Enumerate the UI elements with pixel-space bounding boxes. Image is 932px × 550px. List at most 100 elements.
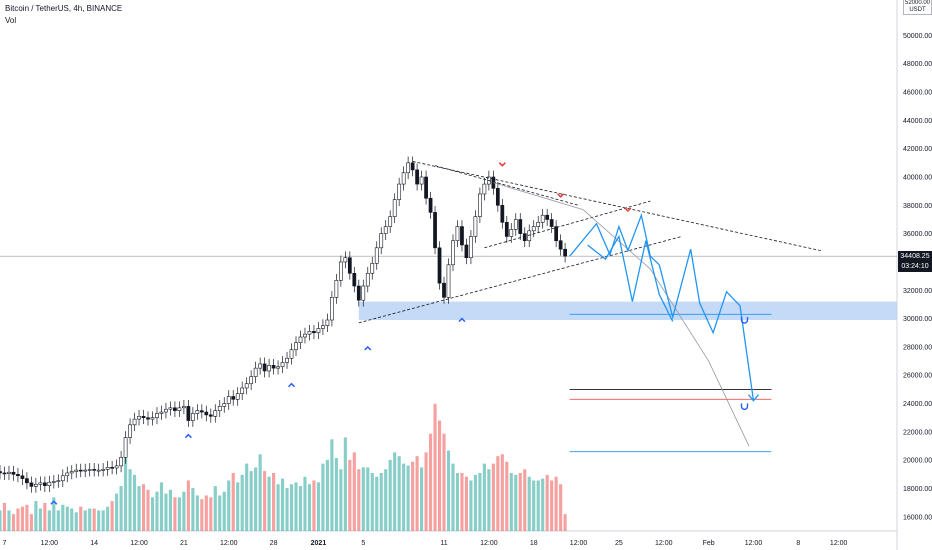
volume-bar	[487, 469, 491, 531]
candle-body	[365, 272, 370, 287]
volume-bar	[0, 510, 2, 531]
volume-bar	[473, 474, 477, 531]
candle-body	[397, 183, 402, 200]
volume-bar	[379, 472, 383, 531]
x-tick-label: 12:00	[830, 540, 848, 547]
candle-body	[267, 365, 271, 372]
candle-body	[330, 297, 334, 321]
y-tick-label: 16000.00	[903, 514, 932, 521]
volume-bar	[393, 452, 397, 531]
candle-body	[451, 240, 455, 266]
candle-body	[370, 263, 375, 274]
candle-body	[110, 466, 114, 469]
candle-body	[177, 407, 182, 411]
y-tick-label: 26000.00	[903, 373, 932, 380]
volume-bar	[47, 510, 51, 531]
volume-bar	[101, 510, 105, 531]
volume-bar	[402, 463, 406, 531]
volume-bar	[316, 482, 321, 531]
y-tick-label: 18000.00	[903, 486, 932, 493]
volume-bar	[415, 456, 419, 531]
candle-body	[424, 176, 428, 199]
volume-bar	[218, 495, 222, 531]
projection-arrowhead	[747, 394, 759, 402]
x-tick-label: 12:00	[570, 540, 588, 547]
pivot-high-marker	[498, 162, 506, 167]
volume-bar	[325, 459, 329, 531]
candle-body	[159, 411, 164, 414]
candle-body	[29, 482, 34, 487]
volume-bar	[433, 403, 437, 531]
x-tick-label: 12:00	[655, 540, 673, 547]
volume-bar	[280, 478, 285, 531]
candle-body	[69, 471, 74, 474]
y-tick-label: 40000.00	[903, 175, 932, 182]
candle-body	[155, 413, 159, 419]
candle-body	[146, 417, 150, 420]
volume-bar	[258, 454, 262, 531]
y-tick-label: 50000.00	[903, 33, 932, 40]
volume-bar	[406, 465, 410, 531]
x-tick-label: 5	[361, 540, 365, 547]
candle-body	[527, 230, 532, 242]
y-tick-label: 42000.00	[903, 146, 932, 153]
volume-bar	[200, 499, 204, 531]
candle-body	[392, 199, 397, 217]
candle-body	[460, 226, 464, 246]
candle-body	[235, 393, 240, 400]
volume-bar	[195, 495, 199, 531]
volume-bar	[307, 484, 312, 531]
x-tick-label: 8	[796, 540, 800, 547]
candle-body	[334, 280, 339, 298]
volume-bar	[491, 463, 495, 531]
volume-bar	[191, 487, 195, 531]
volume-bar	[285, 487, 289, 531]
volume-bar	[496, 456, 500, 531]
x-tick-label: 2021	[311, 540, 327, 547]
volume-bar	[34, 501, 38, 531]
volume-bar	[420, 467, 424, 531]
candle-body	[11, 471, 16, 475]
pivot-low-marker	[458, 317, 466, 323]
volume-bar	[442, 433, 446, 531]
candle-body	[168, 407, 173, 410]
candle-body	[56, 480, 61, 483]
bar-countdown-badge: 03:24:10	[898, 262, 932, 272]
currency-badge[interactable]: 52000.00 USDT	[903, 0, 932, 15]
volume-bar	[25, 504, 29, 531]
volume-bar	[79, 506, 83, 531]
candle-body	[410, 162, 415, 171]
x-tick-label: 7	[3, 540, 7, 547]
candle-body	[433, 212, 437, 249]
volume-bar	[482, 463, 486, 531]
candle-body	[87, 469, 92, 471]
volume-bar	[7, 510, 11, 531]
candle-body	[558, 240, 563, 250]
volume-bar	[541, 478, 545, 531]
candle-body	[563, 248, 567, 257]
x-tick-label: 25	[615, 540, 623, 547]
volume-bar	[388, 459, 392, 531]
volume-bar	[150, 497, 155, 531]
volume-bar	[321, 463, 325, 531]
volume-bar	[563, 514, 567, 531]
pivot-high-marker	[624, 207, 632, 213]
volume-bar	[177, 497, 181, 531]
volume-bar	[505, 461, 509, 531]
y-tick-label: 44000.00	[903, 118, 932, 125]
candle-body	[540, 214, 545, 223]
candle-body	[20, 475, 25, 479]
volume-bar	[65, 506, 69, 531]
candle-body	[47, 481, 52, 486]
volume-bar	[330, 439, 334, 531]
currency-label: USDT	[909, 7, 926, 13]
volume-bar	[509, 472, 513, 531]
candle-body	[101, 469, 106, 471]
current-price-badge: 34408.25	[898, 251, 932, 262]
volume-bar	[460, 472, 464, 531]
candle-body	[74, 469, 79, 472]
candle-body	[464, 244, 469, 259]
volume-bar	[469, 480, 473, 531]
volume-bar	[240, 474, 244, 531]
